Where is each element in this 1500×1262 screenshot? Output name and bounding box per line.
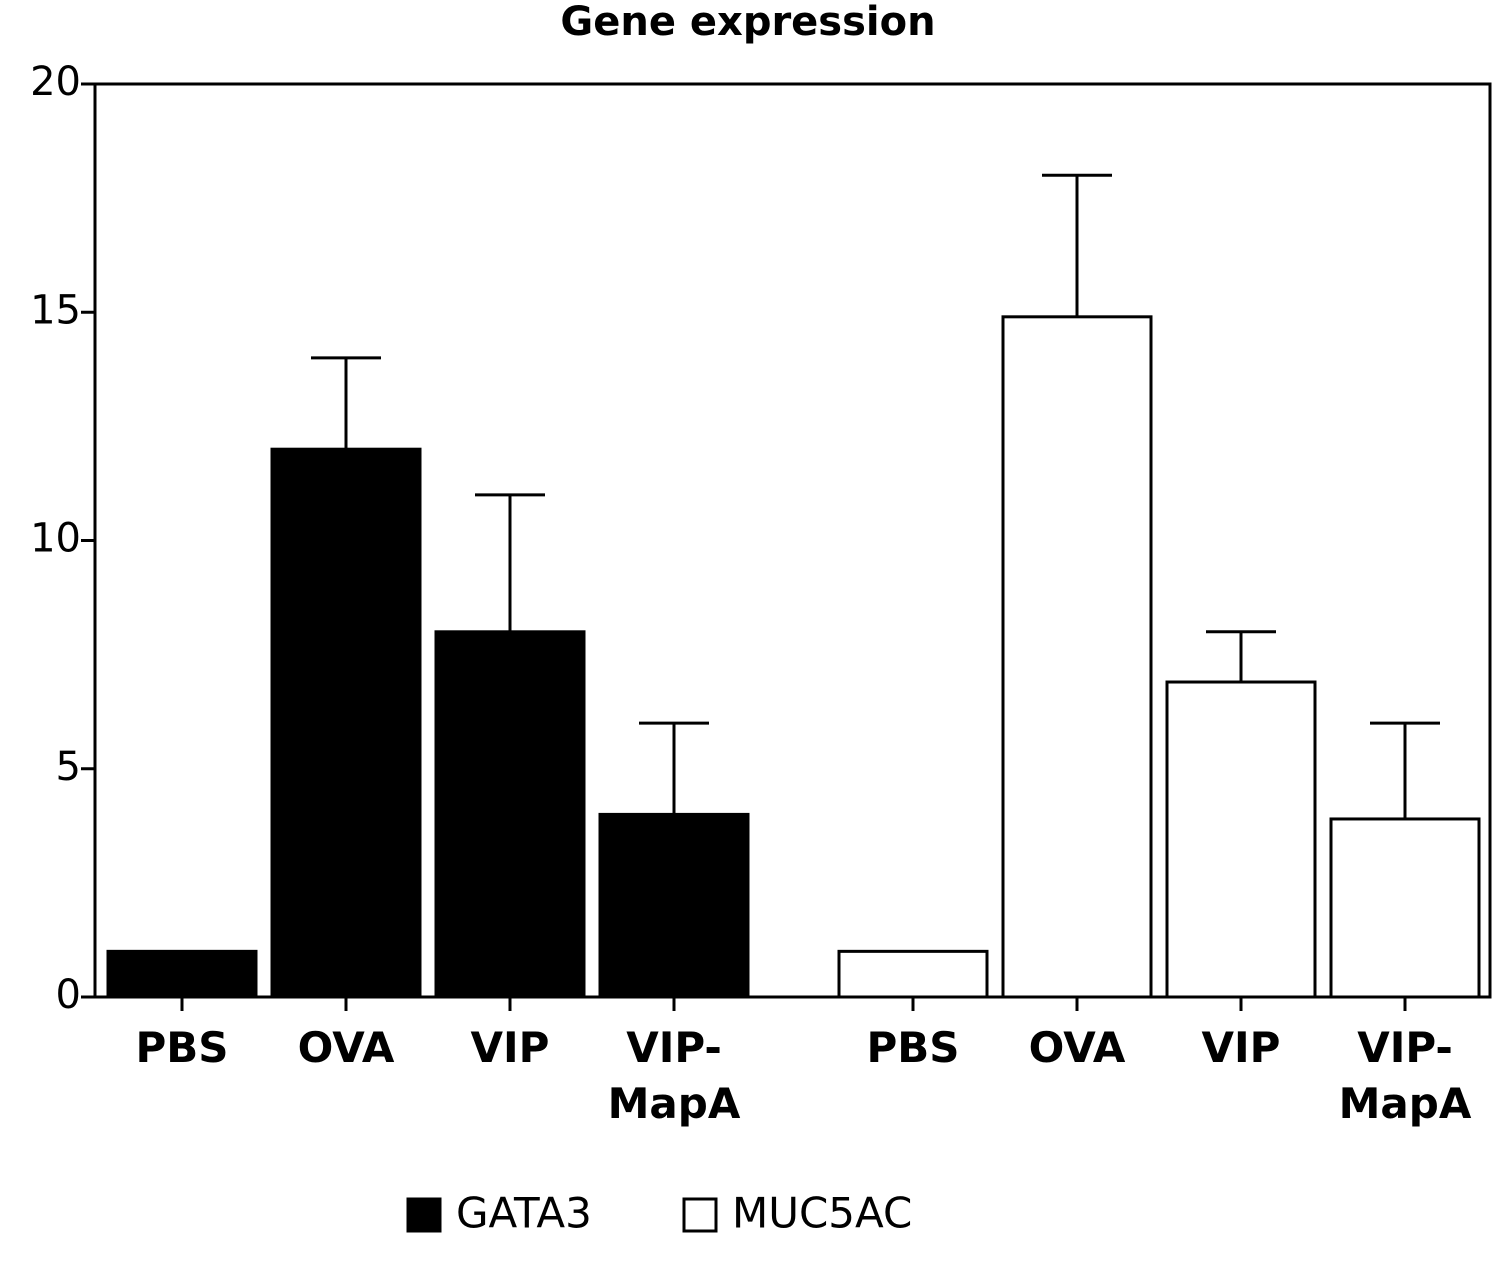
x-tick-label: VIP	[470, 1023, 550, 1072]
x-tick-label: VIP- MapA	[607, 1023, 741, 1128]
legend-swatch	[682, 1197, 718, 1233]
x-tick-label: PBS	[866, 1023, 960, 1072]
bar	[837, 949, 989, 999]
x-tick-label: VIP- MapA	[1338, 1023, 1472, 1128]
x-tick-label: VIP	[1201, 1023, 1281, 1072]
bar	[1329, 817, 1481, 999]
bar	[434, 630, 586, 999]
bar	[1001, 315, 1153, 999]
y-tick-label: 15	[30, 287, 81, 333]
x-tick-label: OVA	[297, 1023, 395, 1072]
y-tick-label: 0	[56, 972, 81, 1018]
x-tick-label: OVA	[1028, 1023, 1126, 1072]
bar	[106, 949, 258, 999]
legend-label: MUC5AC	[732, 1189, 912, 1238]
chart-title: Gene expression	[560, 0, 935, 45]
legend-swatch	[406, 1197, 442, 1233]
bar	[270, 447, 422, 999]
legend-label: GATA3	[456, 1189, 592, 1238]
bar	[1165, 680, 1317, 999]
x-tick-label: PBS	[135, 1023, 229, 1072]
y-tick-label: 20	[30, 59, 81, 105]
bar	[598, 812, 750, 999]
y-tick-label: 10	[30, 516, 81, 562]
y-tick-label: 5	[56, 744, 81, 790]
